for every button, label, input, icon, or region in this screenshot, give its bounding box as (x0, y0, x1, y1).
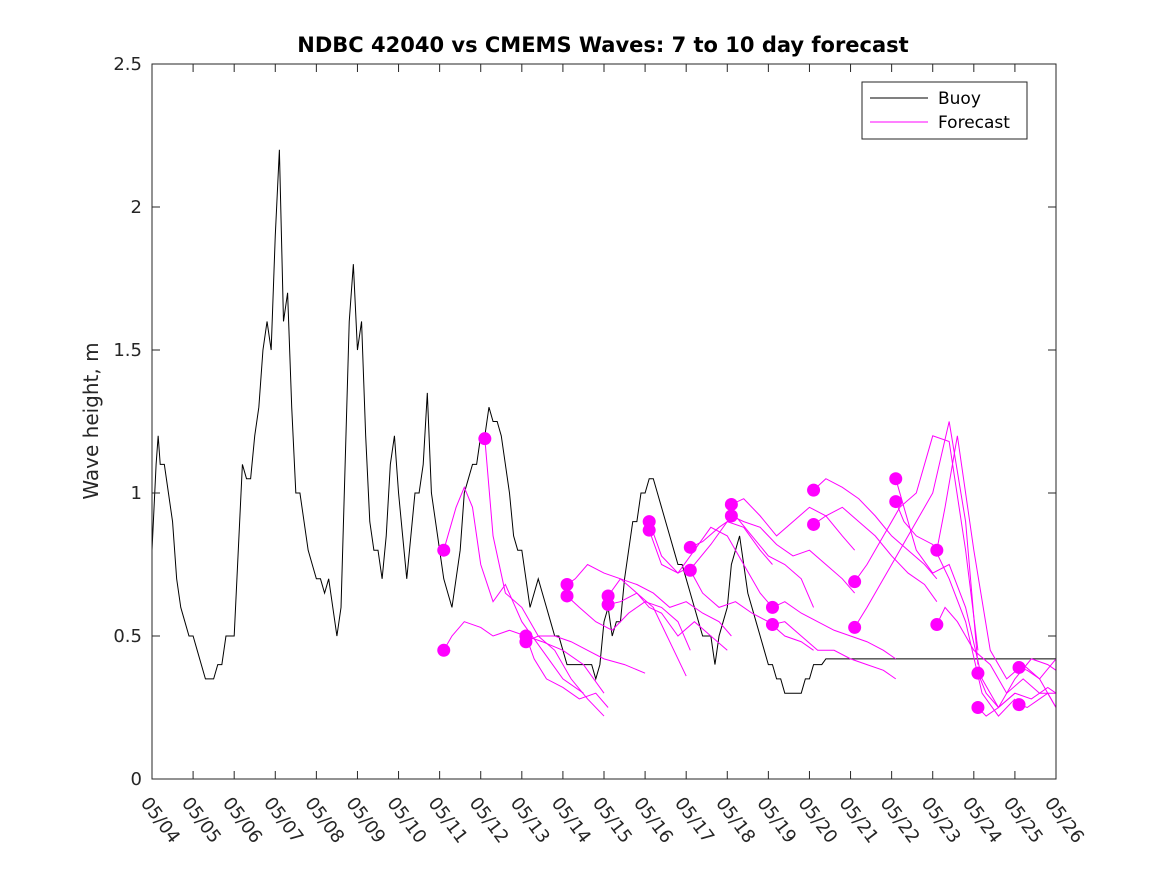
forecast-marker-19 (848, 575, 862, 589)
forecast-marker-11 (683, 540, 697, 554)
series-line-forecast-11 (690, 515, 815, 608)
forecast-marker-21 (889, 472, 903, 486)
series-line-forecast-3 (525, 635, 646, 674)
series-line-forecast-18 (813, 506, 938, 602)
legend-label-buoy: Buoy (938, 89, 981, 109)
forecast-marker-2 (478, 432, 492, 446)
series-line-forecast-4 (525, 635, 609, 708)
y-tick-label: 1 (131, 483, 142, 504)
series-line-forecast-9 (648, 521, 773, 608)
forecast-marker-8 (601, 598, 615, 612)
series-line-forecast-20 (854, 421, 979, 665)
plot-area (151, 149, 1057, 717)
forecast-marker-13 (724, 497, 738, 511)
forecast-marker-27 (1012, 660, 1026, 674)
series-line-forecast-19 (854, 435, 979, 651)
series-line-forecast-17 (813, 478, 938, 580)
forecast-marker-25 (971, 666, 985, 680)
y-tick-label: 2 (131, 197, 142, 218)
forecast-marker-17 (807, 483, 821, 497)
forecast-marker-1 (437, 543, 451, 557)
y-tick-label: 2.5 (113, 54, 142, 75)
series-line-forecast-25 (977, 658, 1057, 709)
forecast-marker-14 (724, 509, 738, 523)
forecast-marker-22 (889, 495, 903, 509)
forecast-marker-0 (437, 643, 451, 657)
series-line-forecast-12 (689, 569, 814, 651)
series-line-forecast-26 (977, 686, 1057, 717)
forecast-marker-16 (765, 618, 779, 632)
forecast-marker-15 (765, 600, 779, 614)
series-line-forecast-22 (895, 501, 1016, 717)
series-line-forecast-10 (648, 521, 773, 574)
series-line-forecast-7 (607, 578, 732, 637)
y-axis-label: Wave height, m (79, 342, 103, 499)
chart-title: NDBC 42040 vs CMEMS Waves: 7 to 10 day f… (297, 33, 908, 57)
series-line-forecast-6 (566, 595, 691, 651)
series-line-forecast-23 (936, 435, 1057, 680)
forecast-marker-23 (930, 543, 944, 557)
series-line-forecast-1 (443, 485, 584, 694)
legend-label-forecast: Forecast (938, 113, 1010, 133)
forecast-marker-26 (971, 701, 985, 714)
forecast-marker-12 (683, 563, 697, 577)
series-line-forecast-14 (731, 515, 856, 594)
series-line-forecast-15 (772, 601, 897, 660)
series-line-forecast-16 (772, 621, 897, 680)
forecast-marker-18 (807, 517, 821, 531)
y-tick-label: 1.5 (113, 340, 142, 361)
series-line-forecast-13 (731, 498, 856, 551)
y-tick-label: 0.5 (113, 626, 142, 647)
legend: Buoy Forecast (861, 81, 1028, 140)
forecast-marker-28 (1012, 698, 1026, 712)
forecast-marker-6 (560, 589, 574, 603)
series-line-forecast-8 (607, 592, 728, 651)
series-line-forecast-0 (443, 621, 605, 694)
series-line-buoy (151, 149, 1056, 694)
forecast-marker-10 (642, 523, 656, 537)
forecast-marker-24 (930, 618, 944, 632)
forecast-marker-5 (560, 578, 574, 592)
forecast-marker-4 (519, 635, 533, 649)
forecast-marker-20 (848, 620, 862, 634)
y-tick-label: 0 (131, 769, 142, 790)
series-line-forecast-21 (895, 478, 1016, 709)
legend-box (861, 81, 1028, 140)
series-line-forecast-24 (936, 606, 1056, 694)
